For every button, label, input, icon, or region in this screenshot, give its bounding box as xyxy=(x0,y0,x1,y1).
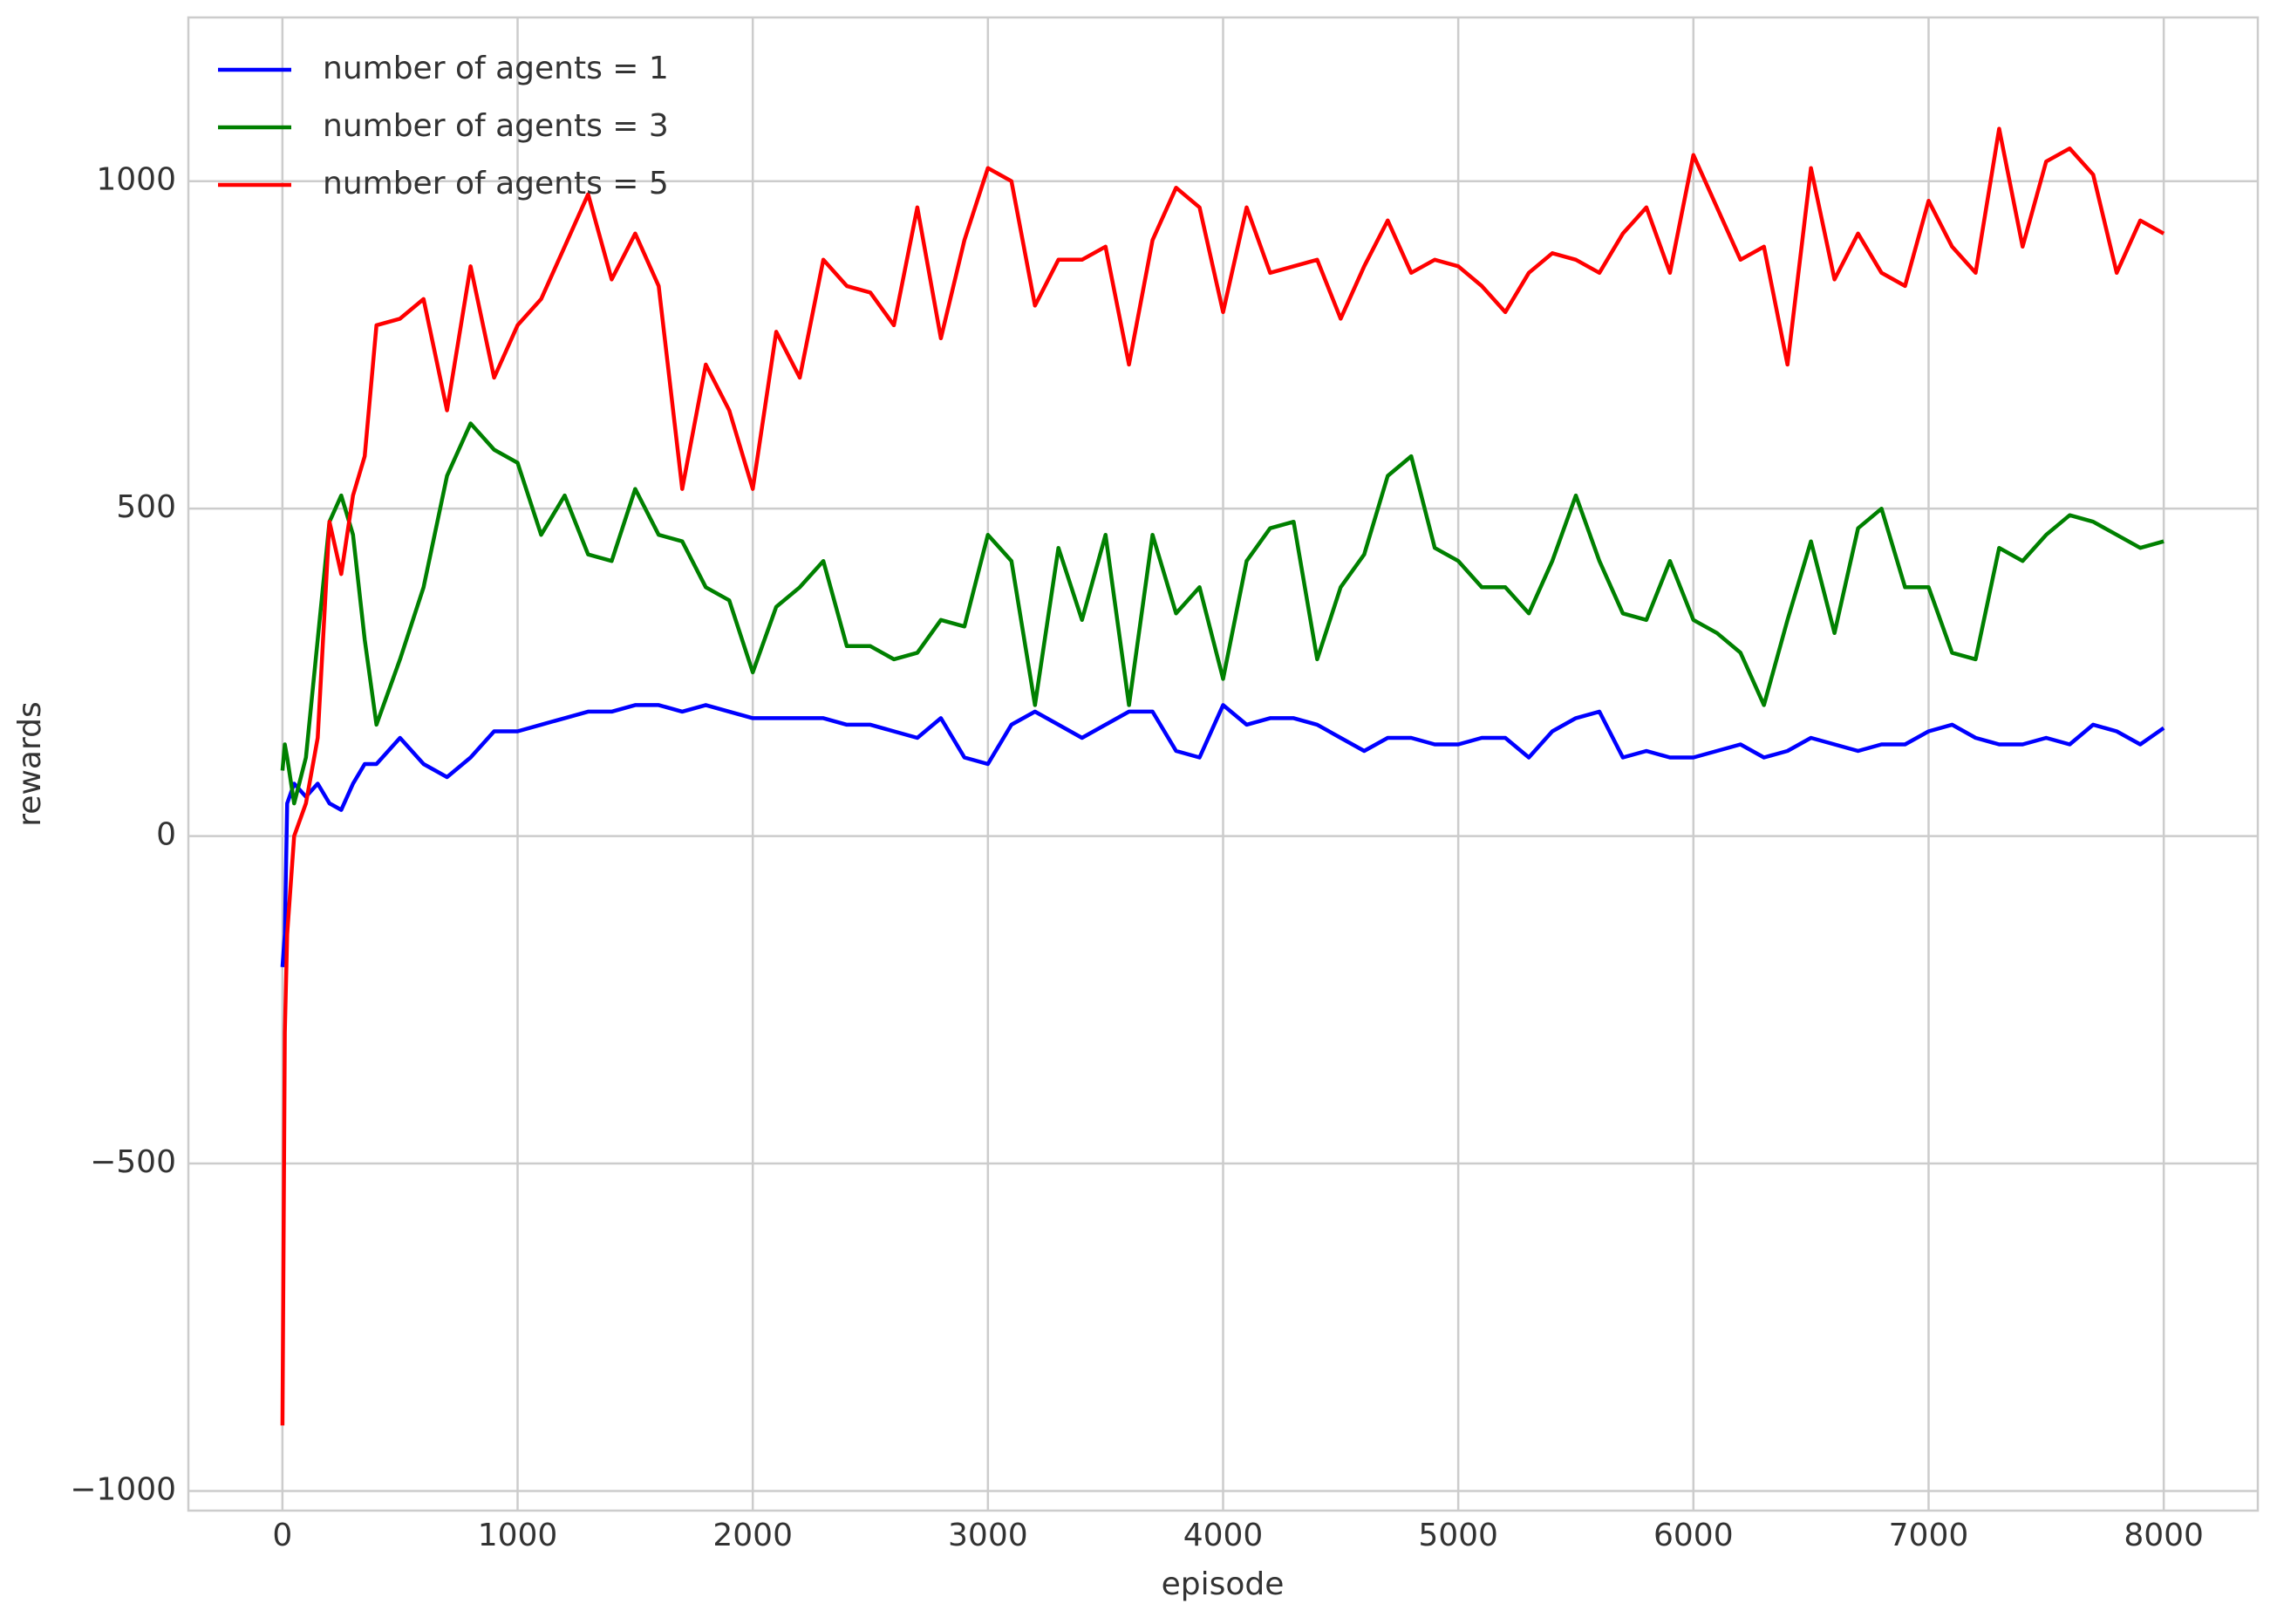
y-tick-label: −500 xyxy=(90,1144,176,1180)
series-line xyxy=(280,126,2165,1426)
legend-label: number of agents = 5 xyxy=(323,166,669,201)
series-line xyxy=(280,421,2165,806)
x-tick-label: 2000 xyxy=(712,1518,793,1553)
y-tick-label: 500 xyxy=(116,489,176,525)
x-tick-label: 0 xyxy=(272,1518,292,1553)
x-tick-label: 8000 xyxy=(2124,1518,2204,1553)
y-tick-label: 1000 xyxy=(96,162,176,198)
x-tick-label: 7000 xyxy=(1889,1518,1969,1553)
legend-label: number of agents = 1 xyxy=(323,51,669,86)
y-tick-label: −1000 xyxy=(70,1471,176,1507)
series-line xyxy=(280,703,2165,967)
x-tick-label: 5000 xyxy=(1418,1518,1498,1553)
x-tick-label: 4000 xyxy=(1183,1518,1264,1553)
x-tick-label: 3000 xyxy=(948,1518,1028,1553)
legend-label: number of agents = 3 xyxy=(323,108,669,144)
x-tick-label: 1000 xyxy=(478,1518,558,1553)
y-axis-label: rewards xyxy=(12,701,48,826)
x-tick-label: 6000 xyxy=(1653,1518,1734,1553)
x-axis-label: episode xyxy=(1162,1566,1285,1602)
y-tick-label: 0 xyxy=(156,817,176,853)
